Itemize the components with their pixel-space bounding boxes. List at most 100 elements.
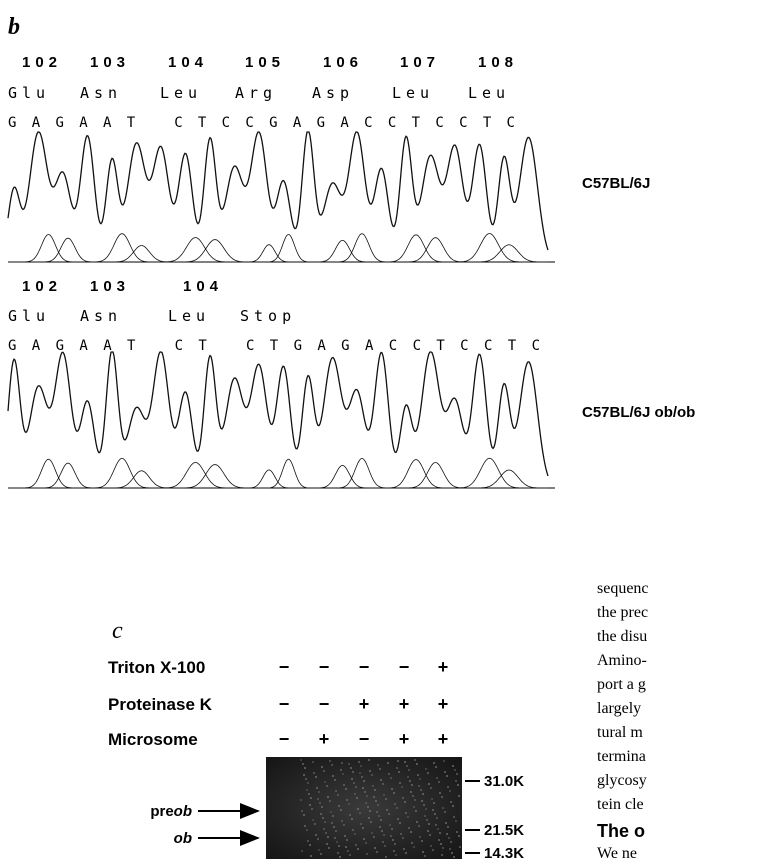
gel-speckle — [388, 773, 390, 775]
gel-speckle — [417, 774, 419, 776]
gel-speckle — [304, 767, 306, 769]
gel-speckle — [337, 794, 339, 796]
gel-speckle — [440, 843, 442, 845]
gel-speckle — [326, 843, 328, 845]
gel-speckle — [391, 828, 393, 830]
gel-speckle — [354, 793, 356, 795]
gel-speckle — [312, 761, 314, 763]
body-text-line: port a g — [597, 676, 646, 693]
gel-speckle — [352, 829, 354, 831]
lane-sign: + — [359, 694, 370, 714]
gel-speckle — [340, 809, 342, 811]
size-marker: 31.0K — [484, 773, 524, 790]
gel-speckle — [415, 810, 417, 812]
gel-speckle — [357, 808, 359, 810]
gel-speckle — [340, 769, 342, 771]
gel-speckle — [316, 787, 318, 789]
gel-speckle — [356, 797, 358, 799]
sequence-trace — [8, 458, 548, 488]
gel-speckle — [307, 840, 309, 842]
gel-speckle — [318, 849, 320, 851]
gel-speckle — [403, 848, 405, 850]
gel-speckle — [438, 781, 440, 783]
gel-speckle — [377, 804, 379, 806]
gel-speckle — [442, 847, 444, 849]
gel-speckle — [302, 763, 304, 765]
gel-speckle — [392, 839, 394, 841]
gel-speckle — [349, 854, 351, 856]
gel-speckle — [441, 796, 443, 798]
gel-speckle — [328, 847, 330, 849]
gel-speckle — [419, 836, 421, 838]
gel-speckle — [380, 819, 382, 821]
gel-speckle — [315, 834, 317, 836]
strain-label: C57BL/6J — [582, 175, 650, 192]
gel-speckle — [421, 800, 423, 802]
gel-speckle — [426, 819, 428, 821]
gel-speckle — [423, 804, 425, 806]
gel-speckle — [341, 820, 343, 822]
gel-speckle — [376, 851, 378, 853]
gel-speckle — [435, 766, 437, 768]
gel-speckle — [429, 834, 431, 836]
gel-speckle — [401, 786, 403, 788]
gel-speckle — [379, 768, 381, 770]
gel-speckle — [396, 767, 398, 769]
gel-speckle — [432, 809, 434, 811]
gel-speckle — [309, 804, 311, 806]
gel-speckle — [324, 781, 326, 783]
gel-speckle — [452, 805, 454, 807]
gel-speckle — [434, 813, 436, 815]
lane-sign: + — [438, 657, 449, 677]
gel-speckle — [446, 833, 448, 835]
gel-speckle — [448, 837, 450, 839]
gel-speckle — [374, 847, 376, 849]
gel-speckle — [303, 774, 305, 776]
gel-speckle — [300, 799, 302, 801]
gel-speckle — [342, 773, 344, 775]
gel-speckle — [365, 802, 367, 804]
codon-number: 106 — [323, 54, 363, 71]
gel-speckle — [408, 769, 410, 771]
gel-speckle — [457, 784, 459, 786]
gel-speckle — [404, 761, 406, 763]
gel-speckle — [366, 795, 368, 797]
gel-speckle — [416, 763, 418, 765]
gel-speckle — [307, 782, 309, 784]
gel-speckle — [450, 841, 452, 843]
gel-speckle — [370, 821, 372, 823]
gel-speckle — [331, 764, 333, 766]
gel-speckle — [449, 848, 451, 850]
gel-speckle — [330, 811, 332, 813]
gel-speckle — [321, 766, 323, 768]
gel-speckle — [413, 846, 415, 848]
amino-acid: Glu — [8, 84, 50, 102]
gel-speckle — [411, 842, 413, 844]
gel-speckle — [351, 818, 353, 820]
gel-speckle — [373, 836, 375, 838]
codon-number: 102 — [22, 278, 62, 295]
gel-speckle — [317, 838, 319, 840]
gel-speckle — [313, 772, 315, 774]
gel-speckle — [348, 803, 350, 805]
lane-sign: − — [279, 729, 290, 749]
gel-speckle — [357, 848, 359, 850]
gel-speckle — [368, 817, 370, 819]
gel-speckle — [435, 824, 437, 826]
codon-number: 108 — [478, 54, 518, 71]
condition-label: Microsome — [108, 730, 198, 749]
gel-speckle — [352, 771, 354, 773]
gel-speckle — [306, 829, 308, 831]
gel-speckle — [334, 837, 336, 839]
gel-speckle — [425, 768, 427, 770]
gel-speckle — [402, 797, 404, 799]
gel-speckle — [414, 799, 416, 801]
gel-speckle — [430, 845, 432, 847]
gel-speckle — [407, 816, 409, 818]
section-heading: The o — [597, 821, 645, 841]
gel-speckle — [390, 835, 392, 837]
body-text-line: sequenc — [597, 580, 649, 597]
gel-speckle — [439, 792, 441, 794]
gel-speckle — [308, 793, 310, 795]
gel-speckle — [360, 823, 362, 825]
